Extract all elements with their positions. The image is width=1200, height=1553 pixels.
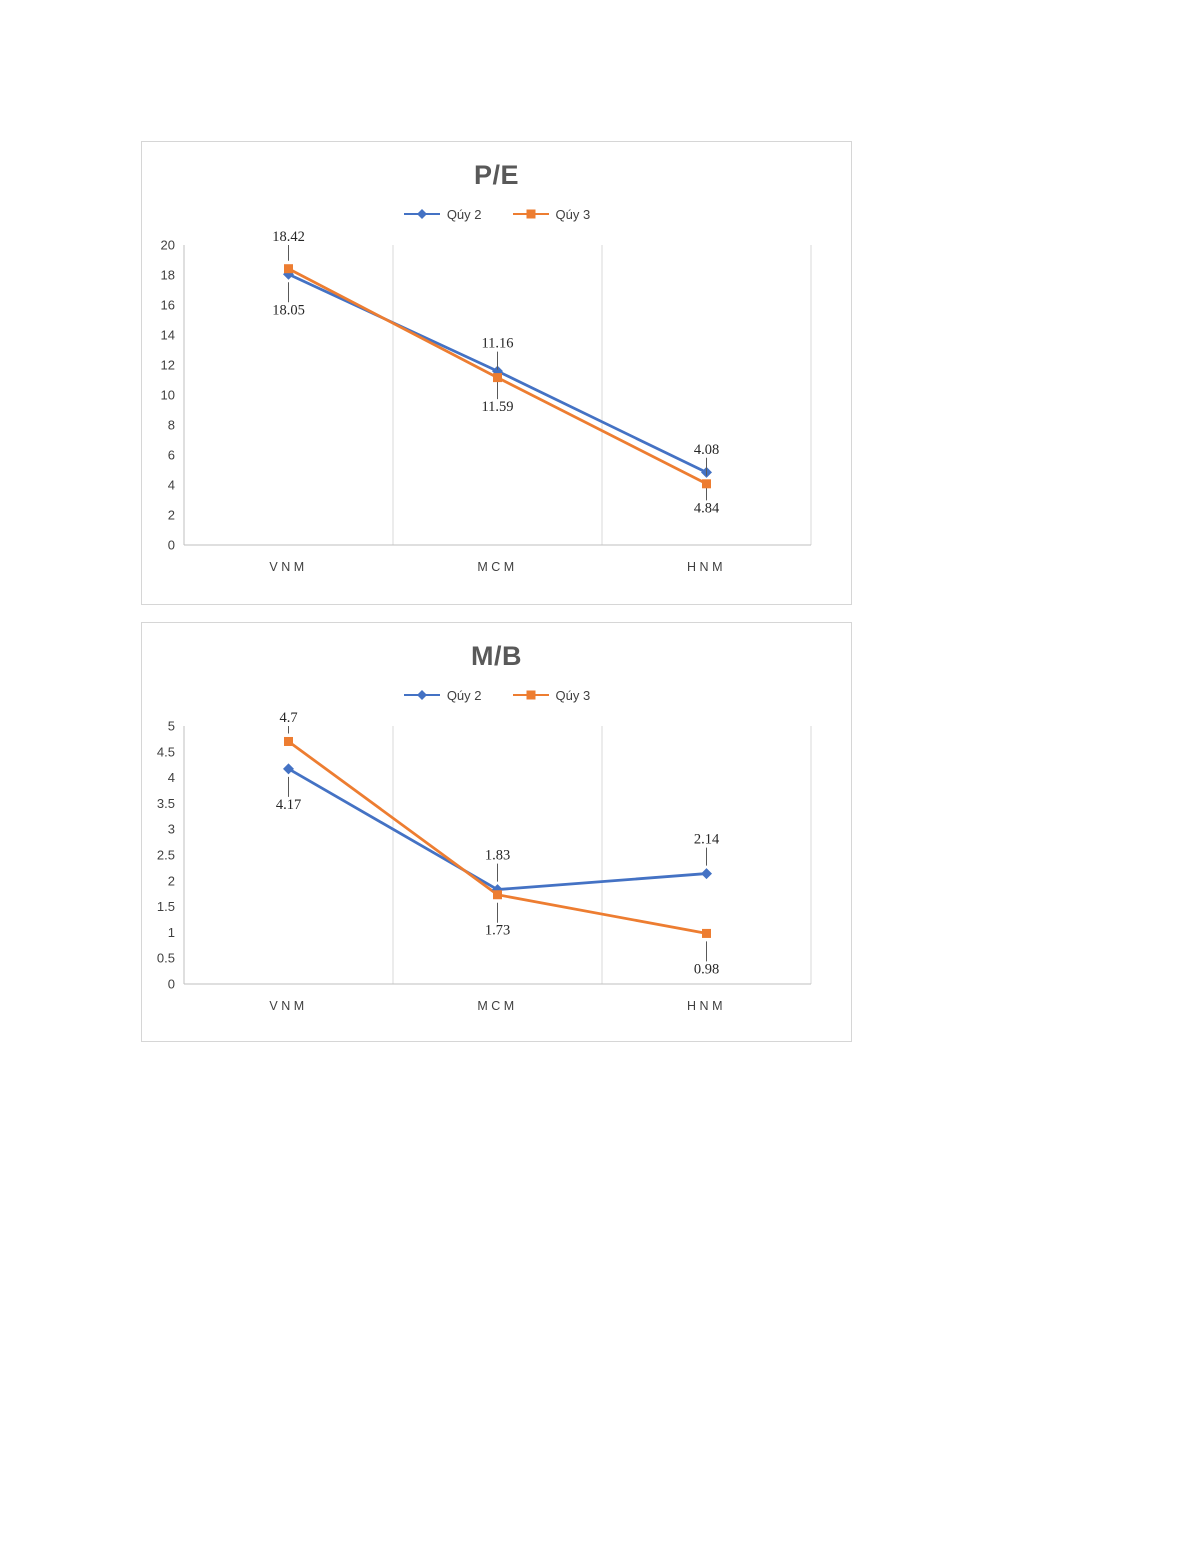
y-tick-label: 8 [168,418,175,433]
legend-item-qúy-2: Qúy 2 [403,688,482,703]
category-label: VNM [269,560,307,574]
y-tick-label: 2.5 [157,848,175,863]
data-point-diamond [283,763,294,775]
legend-marker-shape [526,209,535,219]
data-point-square [702,928,711,938]
legend-label: Qúy 3 [555,687,591,703]
data-point-square [284,736,293,746]
mb-plot-area: 0 0.5 1 1.5 2 2.5 3 3.5 4 4.5 5 VNM MCM HNM 4.17 1.83 2.… [157,712,812,1013]
y-tick-label: 4 [168,478,175,493]
mb-chart-frame[interactable]: M/B Qúy 2 Qúy 3 0 0.5 1 1.5 2 2.5 3 3.5 4 4.5 5 VNM M… [141,622,852,1042]
legend-diamond-icon [403,209,440,219]
data-point-square [284,264,293,274]
y-tick-label: 2 [168,508,175,523]
y-tick-label: 0 [168,977,175,992]
data-point-square [702,479,711,489]
legend-marker-shape [416,690,427,700]
category-label: HNM [687,560,726,574]
y-tick-label: 3 [168,822,175,837]
data-label: 1.73 [485,923,510,939]
data-point-diamond [492,884,503,896]
y-tick-label: 1.5 [157,899,175,914]
y-tick-label: 16 [161,298,175,313]
legend-square-icon [512,209,549,219]
legend-label: Qúy 2 [446,206,482,222]
data-label: 18.42 [272,231,305,245]
y-tick-label: 14 [161,328,175,343]
category-label: VNM [269,999,307,1013]
data-label: 4.7 [279,712,297,726]
data-label: 4.84 [694,500,720,516]
category-label: MCM [477,999,517,1013]
legend-diamond-icon [403,690,440,700]
category-label: MCM [477,560,517,574]
data-label: 11.59 [481,399,513,415]
pe-chart-legend: Qúy 2 Qúy 3 [403,205,590,223]
mb-chart-legend: Qúy 2 Qúy 3 [403,686,590,704]
legend-marker-shape [526,690,535,700]
data-label: 1.83 [485,848,510,864]
pe-plot-area: 0 2 4 6 8 10 12 14 16 18 20 VNM MCM HNM 18.05 11.59 4.84… [161,231,812,574]
data-label: 18.05 [272,302,305,318]
legend-label: Qúy 3 [555,206,591,222]
y-tick-label: 18 [161,268,175,283]
y-tick-label: 20 [161,238,175,253]
y-tick-label: 4 [168,770,175,785]
data-point-diamond [701,868,712,880]
y-tick-label: 0.5 [157,951,175,966]
data-label: 4.17 [276,797,301,813]
y-tick-label: 3.5 [157,796,175,811]
data-label: 0.98 [694,961,719,977]
y-tick-label: 12 [161,358,175,373]
legend-item-qúy-3: Qúy 3 [512,687,591,703]
data-point-square [493,890,502,900]
data-point-square [493,373,502,383]
pe-chart-title: P/E [473,160,520,190]
legend-item-qúy-3: Qúy 3 [512,206,591,222]
data-label: 2.14 [694,832,720,848]
y-tick-label: 10 [161,388,175,403]
legend-square-icon [512,690,549,700]
category-label: HNM [687,999,726,1013]
pe-chart-frame[interactable]: P/E Qúy 2 Qúy 3 0 2 4 6 8 10 12 14 16 18 20 VNM MCM HN… [141,141,852,605]
legend-item-qúy-2: Qúy 2 [403,207,482,222]
mb-chart-title: M/B [471,641,522,671]
y-tick-label: 5 [168,719,175,734]
y-tick-label: 4.5 [157,744,175,759]
y-tick-label: 6 [168,448,175,463]
legend-marker-shape [416,209,427,219]
y-tick-label: 1 [168,925,175,940]
y-tick-label: 0 [168,538,175,553]
data-label: 4.08 [694,442,719,458]
y-tick-label: 2 [168,873,175,888]
data-label: 11.16 [481,336,513,352]
legend-label: Qúy 2 [446,687,482,703]
